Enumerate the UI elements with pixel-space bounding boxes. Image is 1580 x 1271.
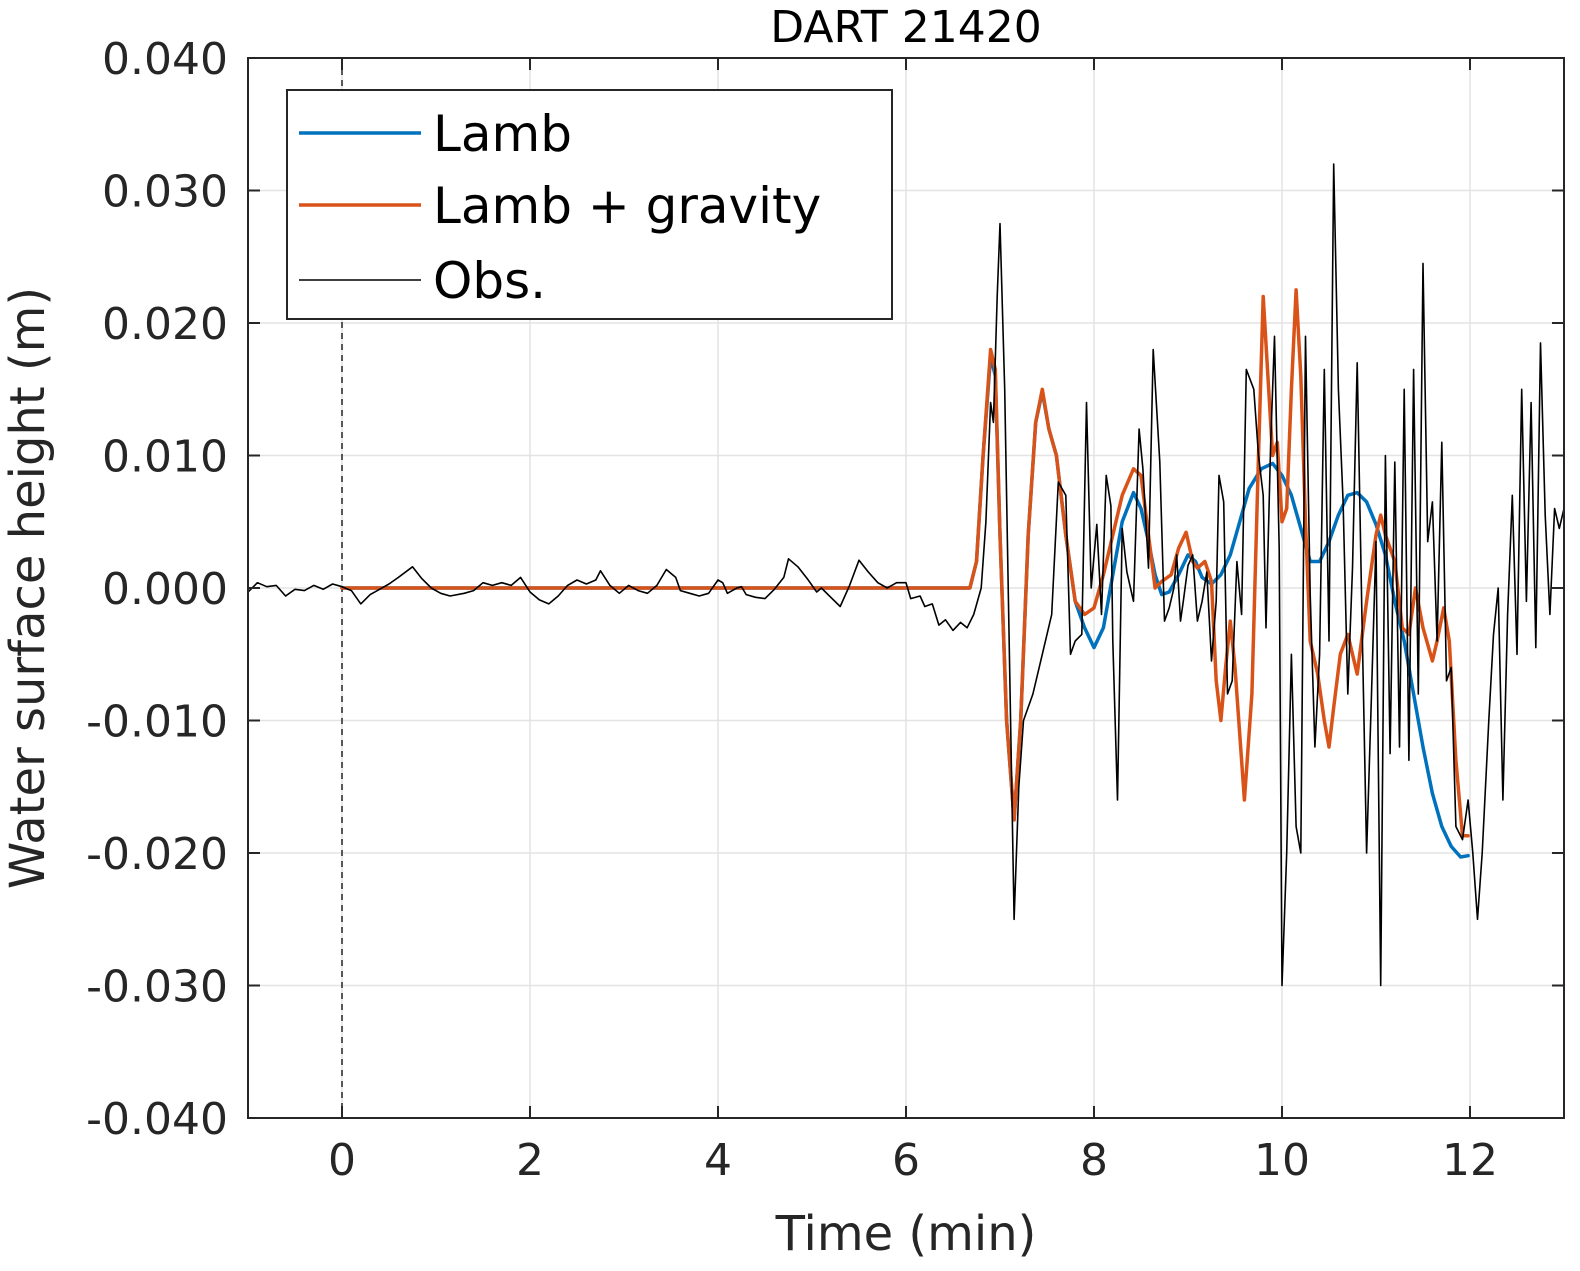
y-tick-label: 0.030: [102, 167, 228, 218]
x-tick-label: 8: [1080, 1135, 1108, 1186]
x-tick-labels: 0 2 4 6 8 10 12: [328, 1135, 1498, 1186]
legend: Lamb Lamb + gravity Obs.: [286, 89, 893, 320]
x-tick-label: 0: [328, 1135, 356, 1186]
y-tick-label: -0.030: [86, 962, 228, 1013]
axis-ticks: [248, 57, 1564, 1119]
x-tick-label: 12: [1442, 1135, 1498, 1186]
x-tick-label: 6: [892, 1135, 920, 1186]
y-tick-label: 0.040: [102, 34, 228, 85]
chart-title: DART 21420: [770, 2, 1041, 53]
y-tick-label: 0.000: [102, 564, 228, 615]
x-axis-title: Time (min): [775, 1206, 1037, 1262]
y-tick-label: -0.020: [86, 829, 228, 880]
series-lines: [248, 163, 1564, 987]
series-line-lamb-gravity: [340, 288, 1470, 838]
y-tick-labels: -0.040 -0.030 -0.020 -0.010 0.000 0.010 0.020 0…: [86, 34, 228, 1145]
y-tick-label: 0.010: [102, 432, 228, 483]
x-tick-label: 4: [704, 1135, 732, 1186]
legend-label-obs: Obs.: [433, 252, 546, 310]
x-tick-label: 2: [516, 1135, 544, 1186]
x-tick-label: 10: [1254, 1135, 1310, 1186]
legend-label-lamb: Lamb: [433, 105, 572, 163]
series-line-obs: [248, 163, 1564, 987]
y-tick-label: -0.010: [86, 697, 228, 748]
y-axis-title: Water surface height (m): [0, 287, 56, 889]
legend-label-lamb-gravity: Lamb + gravity: [433, 177, 821, 235]
y-tick-label: -0.040: [86, 1094, 228, 1145]
y-tick-label: 0.020: [102, 299, 228, 350]
